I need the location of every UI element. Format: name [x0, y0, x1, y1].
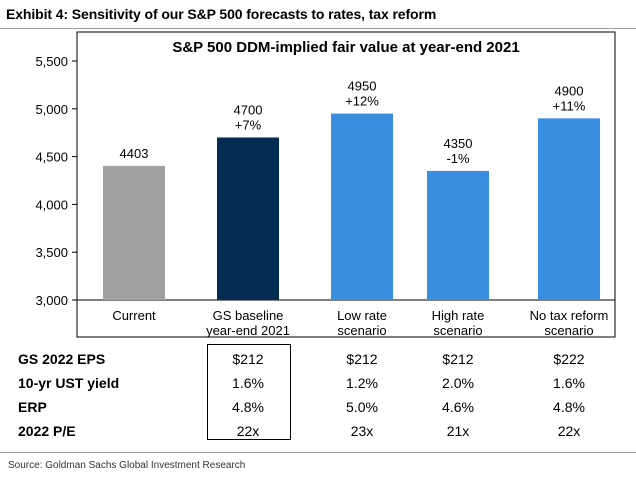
change-label: +12% — [345, 94, 379, 109]
table-cell: 4.6% — [442, 399, 474, 415]
category-label: scenario — [433, 323, 482, 338]
y-tick-label: 4,000 — [35, 197, 68, 212]
source-rule — [0, 452, 636, 453]
table-cell: 1.6% — [232, 375, 264, 391]
category-label: Low rate — [337, 308, 387, 323]
change-label: -1% — [446, 151, 470, 166]
table-row-label: 2022 P/E — [18, 423, 76, 439]
category-label: scenario — [544, 323, 593, 338]
value-label: 4350 — [444, 136, 473, 151]
table-cell: $212 — [346, 351, 378, 367]
bar — [103, 165, 165, 300]
y-tick-label: 4,500 — [35, 150, 68, 165]
table-cell: 5.0% — [346, 399, 378, 415]
table-row-label: 10-yr UST yield — [18, 375, 120, 391]
exhibit-title: Exhibit 4: Sensitivity of our S&P 500 fo… — [6, 6, 437, 22]
table-cell: 4.8% — [232, 399, 264, 415]
table-cell: 1.2% — [346, 375, 378, 391]
value-label: 4403 — [120, 146, 149, 161]
bars — [103, 113, 600, 300]
value-label: 4950 — [348, 79, 377, 94]
table-cell: $222 — [553, 351, 585, 367]
y-tick-label: 5,000 — [35, 102, 68, 117]
bar — [427, 170, 489, 300]
bar — [538, 118, 600, 300]
change-label: +7% — [235, 117, 262, 132]
category-label: No tax reform — [530, 308, 609, 323]
y-tick-label: 5,500 — [35, 54, 68, 69]
data-labels: 4403 4700+7% 4950+12% 4350-1% 4900+11% — [120, 79, 586, 166]
value-label: 4900 — [555, 83, 584, 98]
bar — [331, 113, 393, 300]
table-cell: 22x — [557, 423, 581, 439]
category-label: year-end 2021 — [206, 323, 290, 338]
table-cell: 21x — [446, 423, 470, 439]
table-row-label: GS 2022 EPS — [18, 351, 106, 367]
source-note: Source: Goldman Sachs Global Investment … — [8, 460, 246, 471]
category-label: High rate — [432, 308, 485, 323]
chart-title: S&P 500 DDM-implied fair value at year-e… — [172, 39, 519, 56]
baseline-assumptions-box — [207, 344, 291, 440]
table-cell: 23x — [350, 423, 374, 439]
y-tick-label: 3,500 — [35, 245, 68, 260]
value-label: 4700 — [234, 102, 263, 117]
bar-chart: S&P 500 DDM-implied fair value at year-e… — [35, 31, 616, 338]
category-label: Current — [112, 308, 156, 323]
table-row-label: ERP — [18, 399, 47, 415]
table-cell: $212 — [232, 351, 264, 367]
title-rule — [0, 28, 636, 29]
table-cell: $212 — [442, 351, 474, 367]
category-label: scenario — [337, 323, 386, 338]
table-cell: 4.8% — [553, 399, 585, 415]
table-cell: 2.0% — [442, 375, 474, 391]
y-axis: 3,000 3,500 4,000 4,500 5,000 5,500 — [35, 54, 615, 308]
table-cell: 22x — [236, 423, 260, 439]
change-label: +11% — [553, 98, 586, 113]
bar — [217, 137, 279, 300]
category-label: GS baseline — [213, 308, 284, 323]
y-tick-label: 3,000 — [35, 293, 68, 308]
table-cell: 1.6% — [553, 375, 585, 391]
